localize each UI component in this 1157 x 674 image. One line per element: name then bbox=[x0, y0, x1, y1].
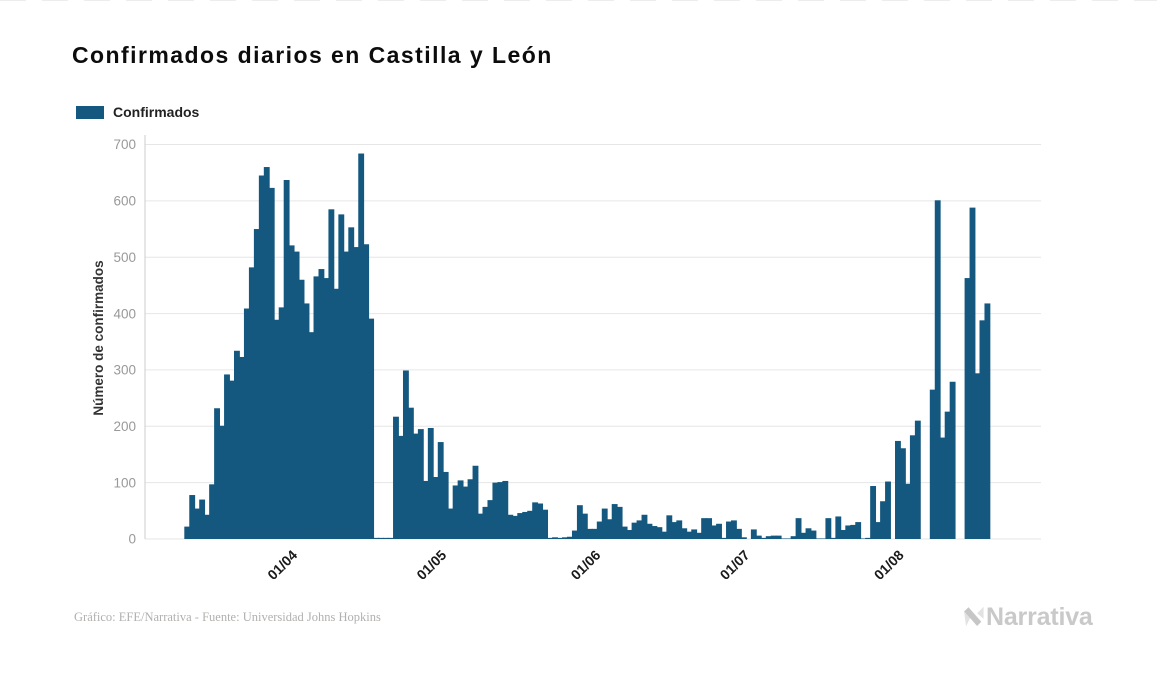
svg-text:0: 0 bbox=[128, 532, 136, 547]
svg-text:Confirmados diarios en Castill: Confirmados diarios en Castilla y León bbox=[72, 42, 553, 68]
svg-text:200: 200 bbox=[113, 419, 136, 434]
svg-text:500: 500 bbox=[113, 250, 136, 265]
svg-text:100: 100 bbox=[113, 475, 136, 490]
svg-text:Número de confirmados: Número de confirmados bbox=[91, 260, 106, 415]
svg-text:Gráfico: EFE/Narrativa - Fuent: Gráfico: EFE/Narrativa - Fuente: Univers… bbox=[74, 610, 381, 624]
svg-text:600: 600 bbox=[113, 194, 136, 209]
svg-text:300: 300 bbox=[113, 363, 136, 378]
svg-text:700: 700 bbox=[113, 137, 136, 152]
svg-text:Confirmados: Confirmados bbox=[113, 104, 200, 120]
svg-text:400: 400 bbox=[113, 306, 136, 321]
svg-text:Narrativa: Narrativa bbox=[986, 603, 1094, 631]
